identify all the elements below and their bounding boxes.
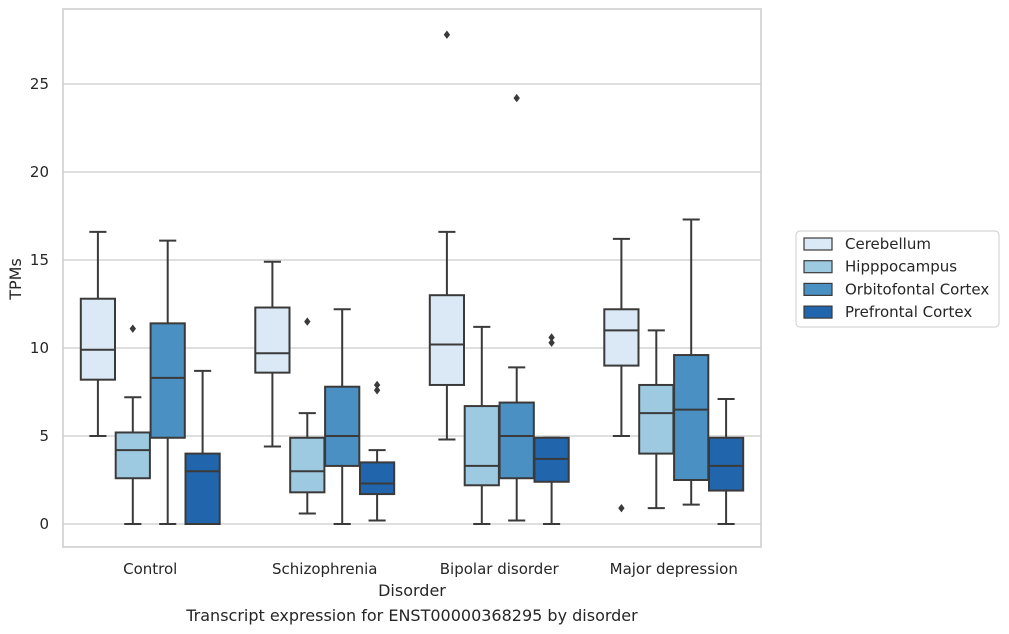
legend-label: Orbitofontal Cortex (845, 280, 989, 298)
x-tick-label: Control (123, 560, 177, 578)
outlier-point (304, 317, 311, 326)
legend-swatch (803, 305, 833, 319)
y-axis-label: TPMs (6, 258, 25, 301)
legend-label: Hipppocampus (845, 258, 957, 276)
box-prefrontal-cortex (533, 333, 570, 525)
box-hipppocampus (289, 317, 326, 515)
box-iqr (673, 354, 710, 482)
box-cerebellum (254, 260, 291, 448)
legend-label: Cerebellum (845, 235, 931, 253)
box-hipppocampus (114, 324, 151, 525)
box-iqr (254, 306, 291, 374)
outlier-point (548, 333, 555, 342)
box-prefrontal-cortex (707, 398, 745, 525)
y-tick-label-5: 5 (39, 427, 49, 445)
outlier-point (548, 338, 555, 347)
box-orbitofontal-cortex (149, 239, 186, 525)
box-orbitofontal-cortex (498, 93, 535, 522)
box-iqr (79, 297, 117, 381)
y-tick-label-20: 20 (30, 163, 49, 181)
box-iqr (114, 431, 151, 480)
box-orbitofontal-cortex (324, 308, 361, 525)
box-hipppocampus (638, 329, 675, 510)
box-iqr (463, 405, 500, 487)
box-iqr (358, 461, 396, 496)
y-tick-label-0: 0 (39, 515, 49, 533)
box-iqr (638, 383, 675, 455)
x-tick-label: Schizophrenia (272, 560, 377, 578)
legend-swatch (803, 282, 833, 296)
outlier-point (373, 380, 381, 390)
y-tick-labels: 0 5 10 15 20 25 (30, 75, 49, 533)
box-iqr (149, 322, 186, 439)
x-tick-label: Major depression (610, 560, 738, 578)
legend-swatch (803, 260, 833, 274)
box-prefrontal-cortex (184, 369, 221, 526)
figure-caption: Transcript expression for ENST0000036829… (186, 606, 638, 625)
legend-label: Prefrontal Cortex (845, 303, 972, 321)
box-cerebellum (79, 230, 117, 437)
outlier-point (618, 503, 625, 513)
legend-frame (795, 230, 1000, 328)
outlier-point (443, 30, 451, 39)
legend: Cerebellum Hipppocampus Orbitofontal Corte… (795, 230, 1000, 328)
box-iqr (603, 308, 640, 367)
y-tick-label-15: 15 (30, 251, 49, 269)
box-iqr (498, 401, 535, 480)
x-tick-label: Bipolar disorder (440, 560, 560, 578)
box-hipppocampus (463, 325, 500, 525)
boxes (79, 30, 745, 526)
y-tick-label-25: 25 (30, 75, 49, 93)
outlier-point (513, 93, 520, 103)
outlier-point (373, 386, 381, 395)
box-cerebellum (428, 30, 466, 441)
legend-swatch (803, 237, 833, 251)
x-axis-label: Disorder (378, 581, 446, 600)
x-tick-labels: Control Schizophrenia Bipolar disorder Majo… (123, 560, 738, 578)
box-orbitofontal-cortex (673, 218, 710, 506)
box-iqr (184, 452, 221, 526)
outlier-point (129, 324, 136, 333)
box-iqr (324, 385, 361, 467)
box-iqr (289, 436, 326, 494)
box-iqr (428, 294, 466, 386)
box-iqr (707, 436, 745, 492)
box-cerebellum (603, 237, 640, 513)
box-prefrontal-cortex (358, 380, 396, 522)
y-tick-label-10: 10 (30, 339, 49, 357)
plot-frame (62, 8, 762, 548)
